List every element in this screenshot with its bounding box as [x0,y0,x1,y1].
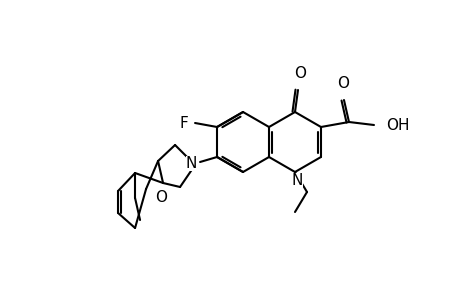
Text: O: O [293,66,305,81]
Text: OH: OH [385,118,409,133]
Text: N: N [291,173,302,188]
Text: O: O [155,190,167,205]
Text: F: F [179,116,188,130]
Text: O: O [336,76,348,91]
Text: N: N [185,155,196,170]
